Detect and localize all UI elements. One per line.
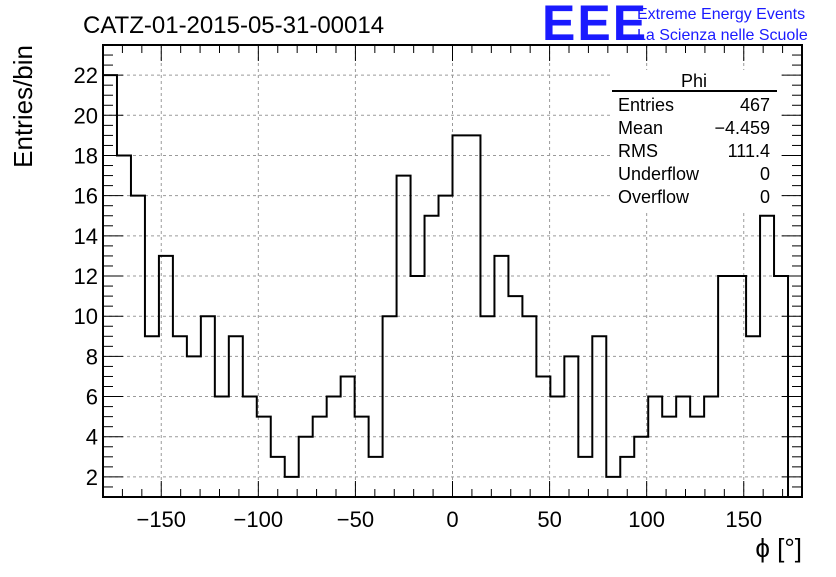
histogram-bin [299, 437, 313, 497]
chart-title: CATZ-01-2015-05-31-00014 [83, 12, 384, 39]
stats-box-background [610, 70, 778, 210]
x-tick-label: 150 [725, 507, 762, 532]
eee-logo: EEE Extreme Energy Events La Scienza nel… [542, 0, 808, 51]
histogram-bin [774, 276, 788, 497]
histogram-bin [746, 336, 760, 497]
histogram-bin [718, 276, 732, 497]
histogram-bin [187, 356, 201, 497]
histogram-bin [704, 397, 718, 497]
logo-mark: EEE [542, 0, 648, 51]
y-tick-label: 8 [86, 344, 98, 369]
stats-row-value: 0 [760, 164, 770, 184]
stats-row-label: Entries [618, 95, 674, 115]
histogram-bars [102, 74, 790, 497]
y-axis-label: Entries/bin [8, 45, 38, 168]
histogram-bin [480, 316, 494, 497]
histogram-bin [285, 477, 299, 497]
stats-row-label: RMS [618, 141, 658, 161]
stats-row-label: Overflow [618, 187, 690, 207]
stats-box: Phi Entries 467 Mean −4.459 RMS 111.4 Underflo… [610, 70, 778, 210]
stats-row-value: 467 [740, 95, 770, 115]
histogram-bin [229, 336, 243, 497]
stats-box-title: Phi [681, 71, 707, 91]
histogram-bin [676, 397, 690, 497]
histogram-bin [466, 135, 480, 497]
y-tick-label: 6 [86, 385, 98, 410]
histogram-bin [411, 276, 425, 497]
y-tick-label: 10 [74, 304, 98, 329]
histogram-bin [313, 417, 327, 497]
histogram-bin [522, 316, 536, 497]
stats-row-value: 111.4 [728, 141, 770, 161]
stats-row-value: −4.459 [714, 118, 770, 138]
histogram-bin [243, 397, 257, 497]
y-tick-label: 12 [74, 264, 98, 289]
y-tick-label: 2 [86, 465, 98, 490]
y-tick-label: 4 [86, 425, 98, 450]
histogram-bin [215, 397, 229, 497]
y-tick-label: 22 [74, 63, 98, 88]
tick-labels: −150 −100 −50 0 50 100 150 2 4 6 8 10 12 14 16 18 20 22 [74, 63, 763, 532]
histogram-bin [201, 316, 215, 497]
histogram-bin [355, 417, 369, 497]
x-tick-label: 100 [628, 507, 665, 532]
histogram-bin [508, 296, 522, 497]
histogram-bin [494, 256, 508, 497]
histogram-outline [102, 74, 790, 497]
x-tick-label: −50 [337, 507, 374, 532]
histogram-bin [425, 216, 439, 497]
histogram-bin [117, 155, 131, 497]
y-tick-label: 20 [74, 103, 98, 128]
histogram-bin [550, 397, 564, 497]
histogram-bin [564, 356, 578, 497]
histogram-bin [634, 437, 648, 497]
stats-row-label: Mean [618, 118, 663, 138]
y-tick-label: 18 [74, 143, 98, 168]
histogram-bin [327, 397, 341, 497]
x-tick-label: −150 [136, 507, 186, 532]
histogram-bin [173, 336, 187, 497]
tick-marks [102, 44, 803, 497]
x-tick-label: −100 [234, 507, 284, 532]
histogram-bin [383, 316, 397, 497]
x-axis-label: ϕ [°] [755, 533, 802, 563]
histogram-bin [341, 376, 355, 497]
histogram-bin [662, 417, 676, 497]
x-tick-label: 50 [537, 507, 561, 532]
y-tick-label: 16 [74, 184, 98, 209]
stats-row-value: 0 [760, 187, 770, 207]
stats-row-label: Underflow [618, 164, 700, 184]
x-tick-label: 0 [446, 507, 458, 532]
histogram-bin [606, 477, 620, 497]
y-tick-label: 14 [74, 224, 98, 249]
histogram-bin [690, 417, 704, 497]
histogram-bin [592, 336, 606, 497]
histogram-bin [648, 397, 662, 497]
histogram-bin [257, 417, 271, 497]
histogram-bin [131, 196, 145, 497]
histogram-bin [397, 176, 411, 497]
logo-line-1: Extreme Energy Events [637, 6, 805, 23]
logo-line-2: La Scienza nelle Scuole [637, 27, 808, 44]
histogram-bin [439, 196, 453, 497]
stats-rows: Entries 467 Mean −4.459 RMS 111.4 Underflow 0 Ov… [618, 95, 770, 207]
histogram-bin [145, 336, 159, 497]
